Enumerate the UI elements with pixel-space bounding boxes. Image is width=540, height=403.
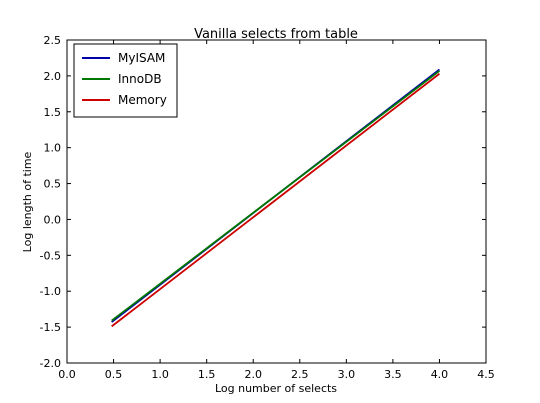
legend-label: Memory [118, 93, 167, 107]
y-tick-label: 2.0 [44, 70, 62, 83]
x-tick-label: 2.5 [291, 368, 309, 381]
legend-label: InnoDB [118, 72, 162, 86]
x-tick-label: 0.5 [105, 368, 123, 381]
y-tick-label: -1.5 [40, 321, 61, 334]
plot-frame [66, 39, 487, 364]
chart-title: Vanilla selects from table [194, 27, 358, 42]
x-axis-label: Log number of selects [215, 382, 337, 395]
x-tick-label: 0.0 [58, 368, 76, 381]
ticks-layer: 0.0 0.5 1.0 1.5 2.0 2.5 3.0 3.5 4.0 4.5 -2.0 -1.5 -1… [40, 34, 495, 381]
y-tick-label: -1.0 [40, 285, 61, 298]
y-tick-label: 0.0 [44, 213, 62, 226]
y-tick-label: 1.5 [44, 106, 62, 119]
y-tick-label: -2.0 [40, 357, 61, 370]
legend: MyISAM InnoDB Memory [73, 43, 178, 118]
y-tick-label: 0.5 [44, 178, 62, 191]
x-tick-label: 4.0 [431, 368, 449, 381]
x-tick-label: 4.5 [477, 368, 495, 381]
y-tick-label: -0.5 [40, 249, 61, 262]
x-tick-label: 1.0 [151, 368, 169, 381]
y-axis-label: Log length of time [21, 151, 34, 252]
series-line-memory [111, 73, 440, 328]
x-tick-label: 2.0 [244, 368, 262, 381]
y-tick-label: 2.5 [44, 34, 62, 47]
legend-box [73, 43, 178, 118]
x-tick-label: 1.5 [198, 368, 216, 381]
y-tick-label: 1.0 [44, 142, 62, 155]
x-tick-label: 3.0 [338, 368, 356, 381]
series-layer [111, 68, 440, 328]
series-line-innodb [111, 70, 440, 322]
x-tick-label: 3.5 [384, 368, 402, 381]
legend-label: MyISAM [118, 51, 165, 65]
